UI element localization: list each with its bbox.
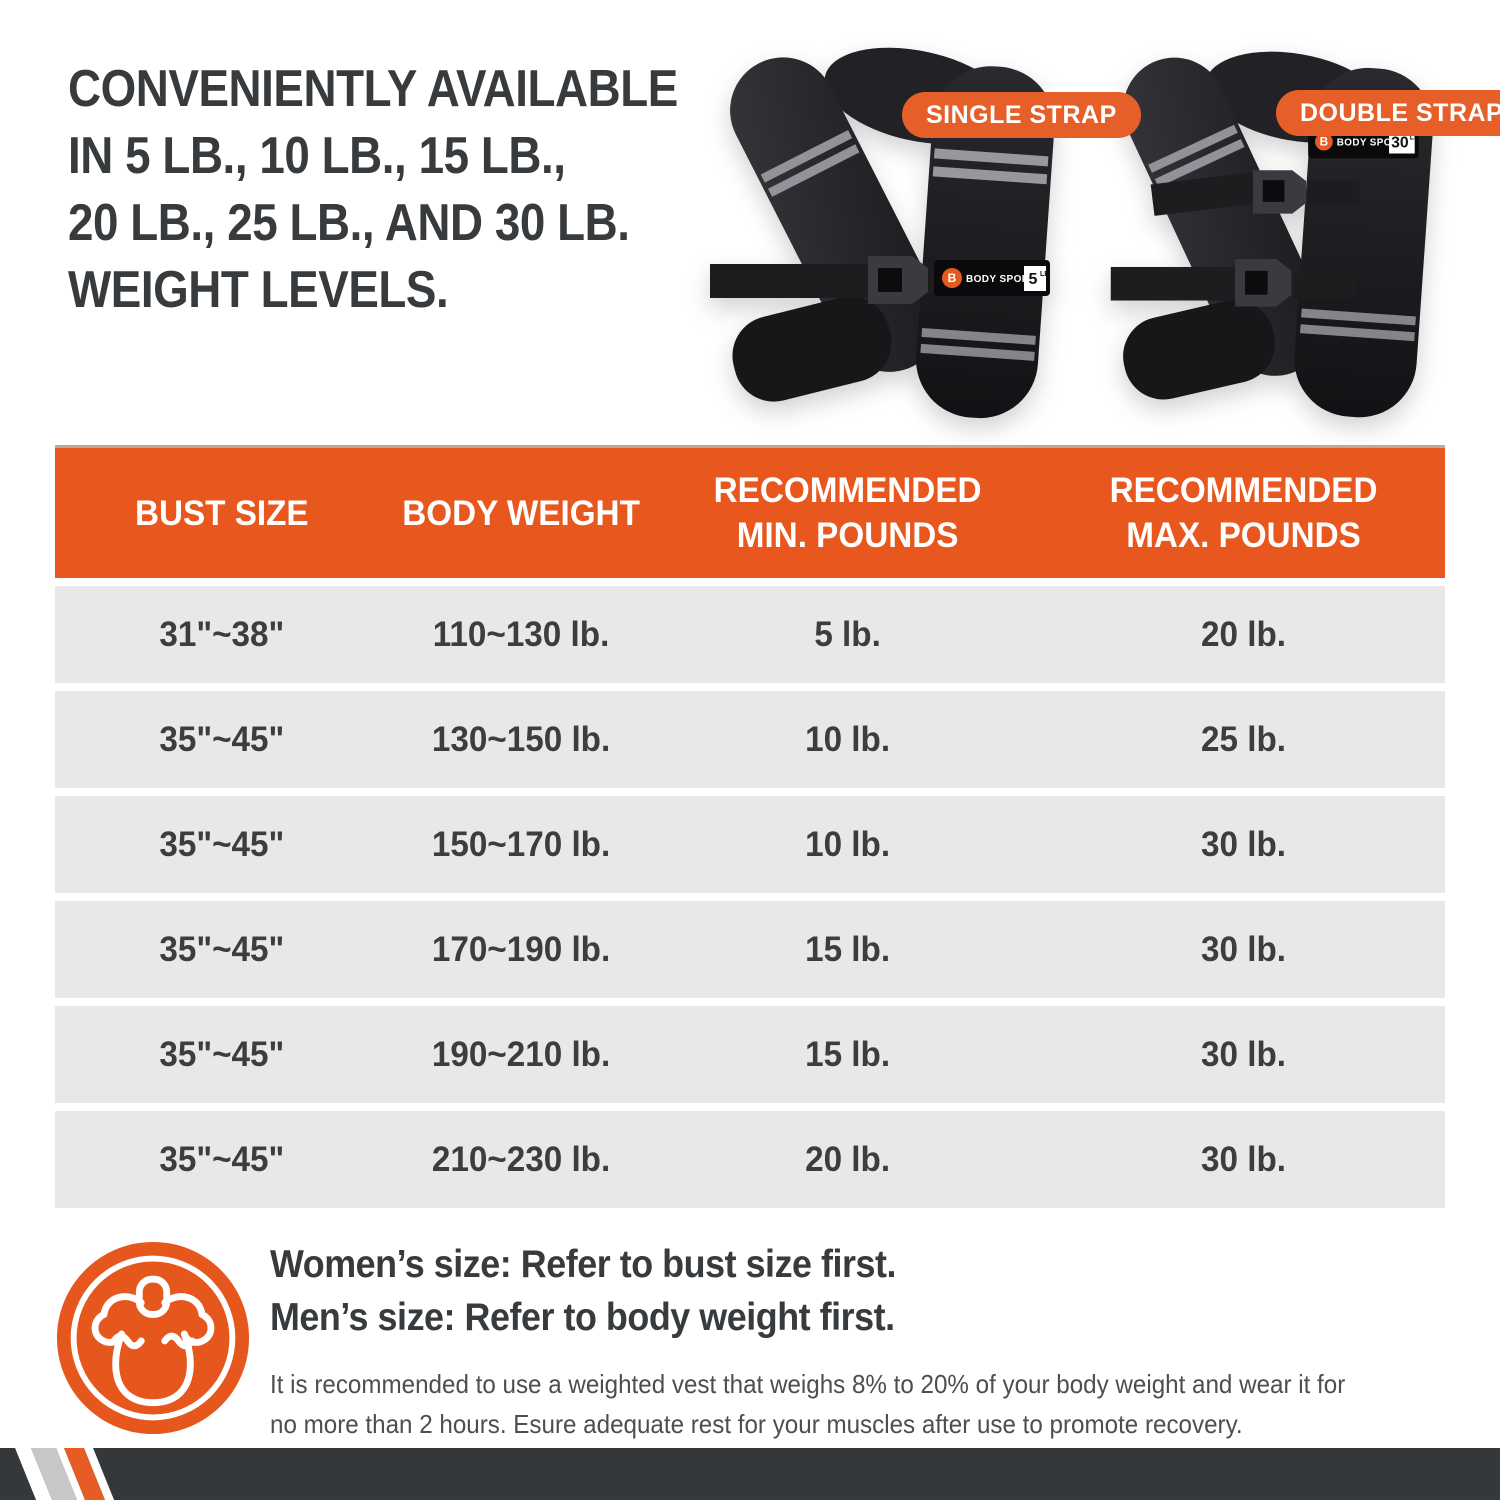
cell-weight: 110~130 lb. bbox=[432, 614, 609, 654]
header-recommended-max: RECOMMENDED MAX. POUNDS bbox=[1109, 471, 1378, 555]
single-vest-brand-patch: B BODY SPORT 5 LB bbox=[934, 260, 1050, 296]
single-weight-unit: LB bbox=[1040, 271, 1049, 278]
product-photos: B BODY SPORT 5 LB bbox=[688, 18, 1500, 433]
cell-min: 5 lb. bbox=[814, 614, 881, 654]
usage-recommendation-line-1: It is recommended to use a weighted vest… bbox=[270, 1369, 1346, 1399]
cell-bust: 35"~45" bbox=[159, 824, 285, 864]
header-recommended-min: RECOMMENDED MIN. POUNDS bbox=[713, 471, 982, 555]
table-row: 35"~45" 210~230 lb. 20 lb. 30 lb. bbox=[55, 1111, 1445, 1208]
cell-min: 15 lb. bbox=[804, 929, 890, 969]
cell-min: 10 lb. bbox=[804, 824, 890, 864]
cell-bust: 35"~45" bbox=[159, 719, 285, 759]
brand-label: BODY SPORT bbox=[1337, 138, 1406, 149]
bottom-accent-bar bbox=[0, 1448, 1500, 1500]
single-strap-vest-image: B BODY SPORT 5 LB bbox=[710, 47, 1055, 419]
brand-initial: B bbox=[1320, 135, 1329, 149]
muscle-flex-icon bbox=[56, 1241, 250, 1435]
single-weight-label: 5 bbox=[1029, 271, 1038, 288]
cell-min: 10 lb. bbox=[804, 719, 890, 759]
cell-bust: 35"~45" bbox=[159, 1034, 285, 1074]
usage-recommendation: It is recommended to use a weighted vest… bbox=[270, 1364, 1345, 1444]
cell-bust: 31"~38" bbox=[159, 614, 285, 654]
table-row: 35"~45" 130~150 lb. 10 lb. 25 lb. bbox=[55, 691, 1445, 788]
double-weight-label: 30 bbox=[1391, 135, 1409, 152]
brand-initial: B bbox=[948, 271, 957, 285]
brand-label: BODY SPORT bbox=[966, 274, 1036, 285]
headline: CONVENIENTLY AVAILABLE IN 5 LB., 10 LB.,… bbox=[68, 56, 678, 324]
table-row: 35"~45" 150~170 lb. 10 lb. 30 lb. bbox=[55, 796, 1445, 893]
cell-max: 30 lb. bbox=[1200, 1139, 1286, 1179]
table-row: 35"~45" 170~190 lb. 15 lb. 30 lb. bbox=[55, 901, 1445, 998]
cell-weight: 170~190 lb. bbox=[431, 929, 610, 969]
headline-line-1: CONVENIENTLY AVAILABLE bbox=[68, 60, 678, 118]
cell-bust: 35"~45" bbox=[159, 1139, 285, 1179]
cell-max: 25 lb. bbox=[1200, 719, 1286, 759]
womens-size-note: Women’s size: Refer to bust size first. bbox=[270, 1243, 897, 1286]
headline-line-3: 20 LB., 25 LB., AND 30 LB. bbox=[68, 194, 630, 252]
cell-bust: 35"~45" bbox=[159, 929, 285, 969]
header-body-weight: BODY WEIGHT bbox=[401, 493, 640, 533]
cell-min: 20 lb. bbox=[804, 1139, 890, 1179]
single-strap-badge: SINGLE STRAP bbox=[902, 92, 1141, 138]
headline-line-4: WEIGHT LEVELS. bbox=[68, 261, 449, 319]
cell-weight: 130~150 lb. bbox=[431, 719, 610, 759]
cell-weight: 210~230 lb. bbox=[431, 1139, 610, 1179]
cell-weight: 150~170 lb. bbox=[431, 824, 610, 864]
double-strap-badge: DOUBLE STRAP bbox=[1276, 90, 1500, 136]
cell-min: 15 lb. bbox=[804, 1034, 890, 1074]
cell-weight: 190~210 lb. bbox=[431, 1034, 610, 1074]
sizing-note: Women’s size: Refer to bust size first. … bbox=[270, 1238, 1426, 1444]
table-row: 31"~38" 110~130 lb. 5 lb. 20 lb. bbox=[55, 586, 1445, 683]
cell-max: 30 lb. bbox=[1200, 1034, 1286, 1074]
cell-max: 20 lb. bbox=[1200, 614, 1286, 654]
double-weight-unit: LB bbox=[1410, 135, 1419, 142]
usage-recommendation-line-2: no more than 2 hours. Esure adequate res… bbox=[270, 1409, 1243, 1439]
cell-max: 30 lb. bbox=[1200, 824, 1286, 864]
header-bust-size: BUST SIZE bbox=[134, 493, 309, 533]
size-table: BUST SIZE BODY WEIGHT RECOMMENDED MIN. P… bbox=[55, 445, 1445, 1208]
mens-size-note: Men’s size: Refer to body weight first. bbox=[270, 1296, 895, 1339]
headline-line-2: IN 5 LB., 10 LB., 15 LB., bbox=[68, 127, 566, 185]
cell-max: 30 lb. bbox=[1200, 929, 1286, 969]
table-row: 35"~45" 190~210 lb. 15 lb. 30 lb. bbox=[55, 1006, 1445, 1103]
table-header-row: BUST SIZE BODY WEIGHT RECOMMENDED MIN. P… bbox=[55, 445, 1445, 578]
